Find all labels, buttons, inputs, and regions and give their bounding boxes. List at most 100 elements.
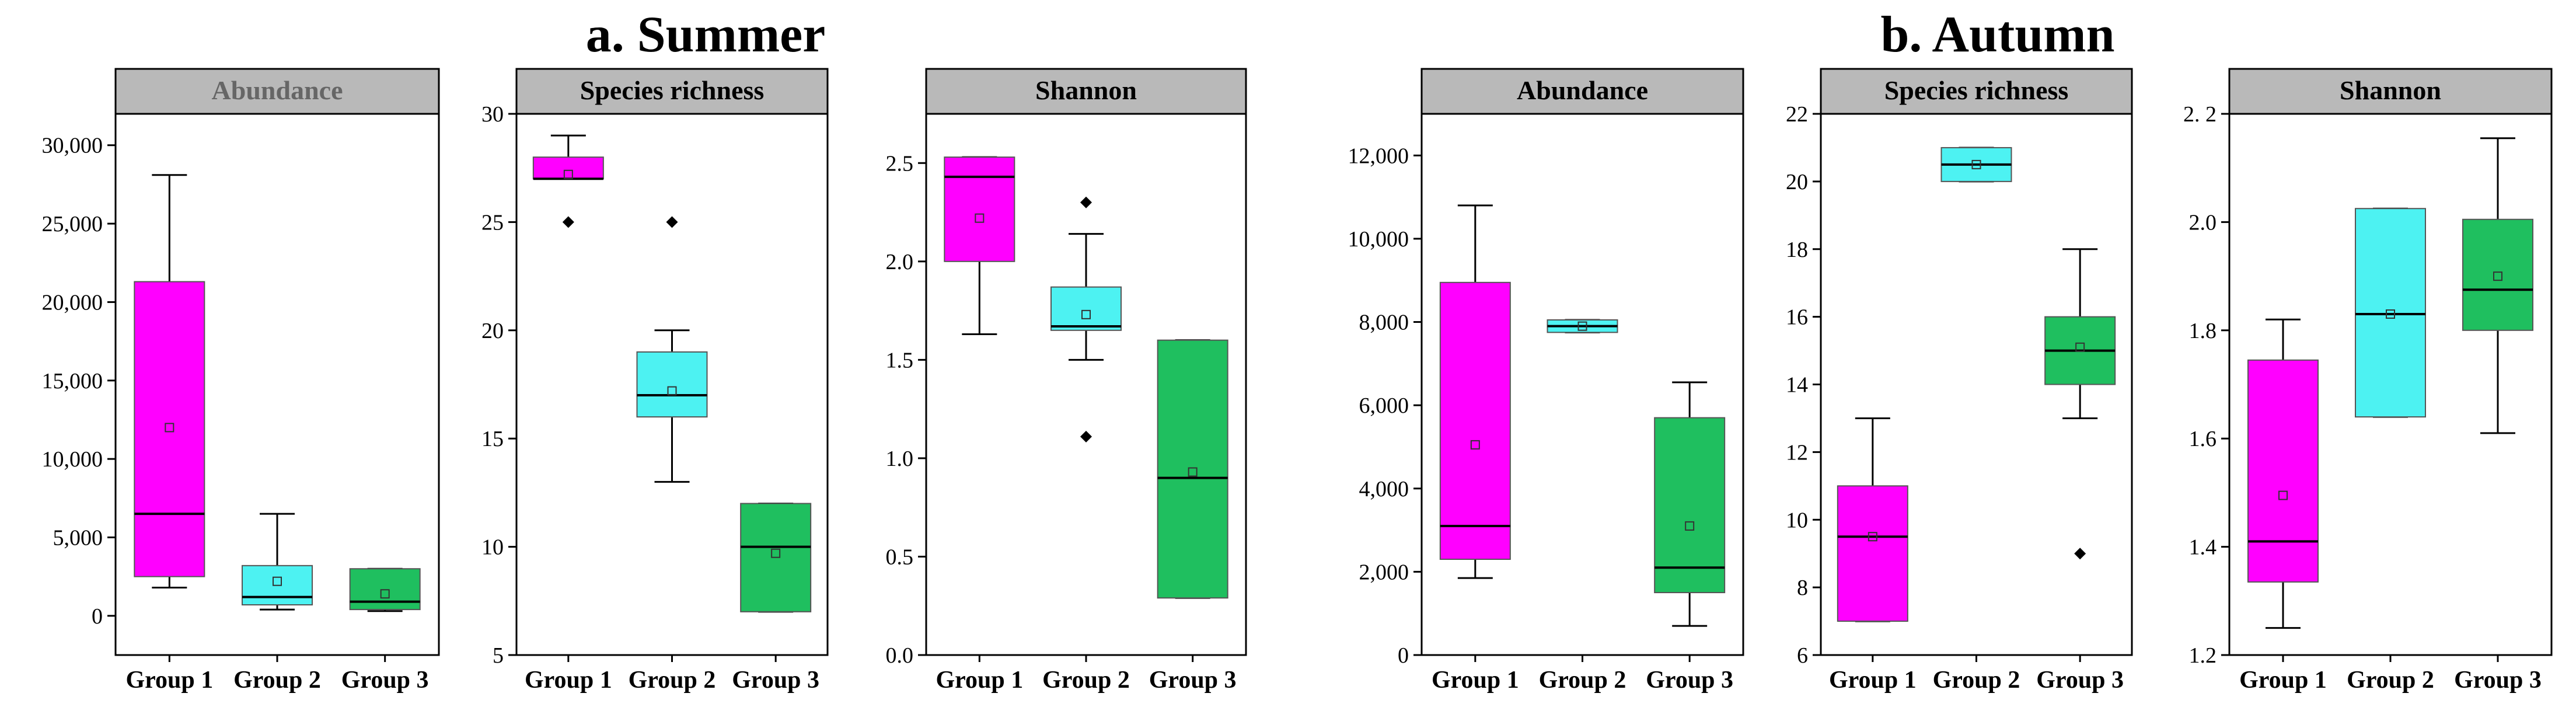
y-tick-label: 10,000: [42, 447, 103, 472]
y-tick-label: 12: [1786, 440, 1808, 465]
box-panel-5: Species richness 6 8 10 12 14 16 18 20 22 Group 1 G…: [1786, 68, 2133, 694]
y-tick-label: 6: [1797, 643, 1808, 668]
x-category-label: Group 3: [2036, 667, 2124, 694]
box-body: [349, 568, 421, 611]
x-category-label: Group 2: [2347, 667, 2434, 694]
outlier-point: [1080, 430, 1092, 443]
y-tick-label: 2,000: [1359, 560, 1409, 584]
box-2: Group 2: [1042, 196, 1130, 694]
box-body: [1837, 485, 1908, 622]
mean-marker: [1188, 467, 1198, 477]
y-tick-label: 2.0: [886, 250, 914, 274]
box-1: Group 1: [2239, 318, 2327, 694]
box-3: Group 3: [341, 567, 429, 694]
box-body: [2247, 359, 2319, 583]
panel-strip: [114, 68, 440, 115]
panel-strip: [515, 68, 829, 115]
x-category-label: Group 2: [1042, 667, 1130, 694]
box-body: [1439, 281, 1511, 560]
x-category-label: Group 3: [732, 667, 819, 694]
panel-strip: [2228, 68, 2553, 115]
x-category-label: Group 2: [629, 667, 716, 694]
box-1: Group 1: [125, 174, 213, 694]
box-body: [1654, 417, 1726, 594]
panel-title: Shannon: [1035, 75, 1137, 105]
x-category-label: Group 3: [341, 667, 429, 694]
y-tick-label: 20: [1786, 170, 1808, 194]
panel-title: Shannon: [2340, 75, 2441, 105]
x-category-label: Group 3: [1149, 667, 1237, 694]
box-2: Group 2: [629, 216, 716, 694]
y-tick-label: 25: [481, 210, 504, 235]
box-panel-3: Shannon 0.0 0.5 1.0 1.5 2.0 2.5 Group 1 Group 2 G…: [886, 68, 1247, 694]
mean-marker: [2278, 490, 2288, 500]
y-tick-label: 12,000: [1348, 144, 1409, 168]
box-body: [1157, 339, 1228, 599]
y-tick-label: 15: [481, 427, 504, 451]
y-tick-label: 0.5: [886, 545, 914, 569]
y-tick-label: 10: [1786, 508, 1808, 532]
y-tick-label: 8: [1797, 576, 1808, 600]
mean-marker: [1685, 521, 1695, 531]
box-panel-4: Abundance 0 2,000 4,000 6,000 8,000 10,000 12,0…: [1348, 68, 1744, 694]
box-3: Group 3: [732, 502, 819, 694]
y-tick-label: 2.0: [2189, 210, 2217, 235]
panel-title: Species richness: [580, 75, 765, 105]
y-tick-label: 0: [92, 604, 103, 629]
y-tick-label: 25,000: [42, 212, 103, 236]
y-tick-label: 4,000: [1359, 477, 1409, 501]
mean-marker: [975, 213, 985, 223]
x-category-label: Group 1: [125, 667, 213, 694]
mean-marker: [2386, 309, 2395, 319]
box-1: Group 1: [1829, 417, 1917, 694]
y-tick-label: 0: [1398, 643, 1409, 668]
box-panel-2: Species richness 5 10 15 20 25 30 Group 1 Group …: [481, 68, 829, 694]
section-title-summer: a. Summer: [586, 6, 826, 63]
box-3: Group 3: [1646, 381, 1733, 694]
box-body: [2355, 208, 2426, 418]
box-panel-6: Shannon 1.2 1.4 1.6 1.8 2.0 2. 2 Group 1 Group 2…: [2183, 68, 2553, 694]
outlier-point: [666, 216, 678, 228]
box-3: Group 3: [2036, 248, 2124, 694]
x-category-label: Group 1: [525, 667, 612, 694]
mean-marker: [1868, 532, 1877, 542]
y-tick-label: 18: [1786, 238, 1808, 262]
y-tick-label: 2. 2: [2183, 102, 2217, 127]
y-tick-label: 30,000: [42, 134, 103, 158]
x-category-label: Group 2: [1933, 667, 2020, 694]
section-title-autumn: b. Autumn: [1880, 6, 2114, 63]
x-category-label: Group 3: [1646, 667, 1733, 694]
panel-strip: [925, 68, 1247, 115]
mean-marker: [1470, 440, 1480, 450]
y-tick-label: 1.4: [2189, 535, 2217, 560]
y-tick-label: 1.8: [2189, 319, 2217, 343]
x-category-label: Group 1: [1829, 667, 1917, 694]
mean-marker: [165, 423, 174, 433]
y-tick-label: 1.5: [886, 348, 914, 372]
panel-title: Species richness: [1884, 75, 2069, 105]
y-tick-label: 14: [1786, 373, 1808, 398]
x-category-label: Group 2: [233, 667, 321, 694]
box-2: Group 2: [2347, 207, 2434, 694]
box-body: [134, 281, 205, 577]
box-3: Group 3: [2454, 137, 2542, 694]
y-tick-label: 5,000: [53, 525, 103, 550]
mean-marker: [1971, 159, 1981, 169]
mean-marker: [563, 169, 573, 179]
y-tick-label: 2.5: [886, 151, 914, 176]
y-tick-label: 10,000: [1348, 227, 1409, 252]
y-tick-label: 5: [493, 643, 504, 668]
y-tick-label: 1.0: [886, 447, 914, 471]
mean-marker: [1081, 309, 1091, 319]
box-body: [944, 156, 1015, 262]
box-panel-1: Abundance 0 5,000 10,000 15,000 20,000 25,000 3…: [42, 68, 440, 694]
y-tick-label: 8,000: [1359, 311, 1409, 335]
box-1: Group 1: [936, 156, 1023, 694]
mean-marker: [380, 589, 390, 599]
box-2: Group 2: [1539, 319, 1626, 694]
y-tick-label: 15,000: [42, 369, 103, 393]
box-body: [636, 351, 708, 418]
box-1: Group 1: [525, 134, 612, 694]
outlier-point: [562, 216, 574, 228]
